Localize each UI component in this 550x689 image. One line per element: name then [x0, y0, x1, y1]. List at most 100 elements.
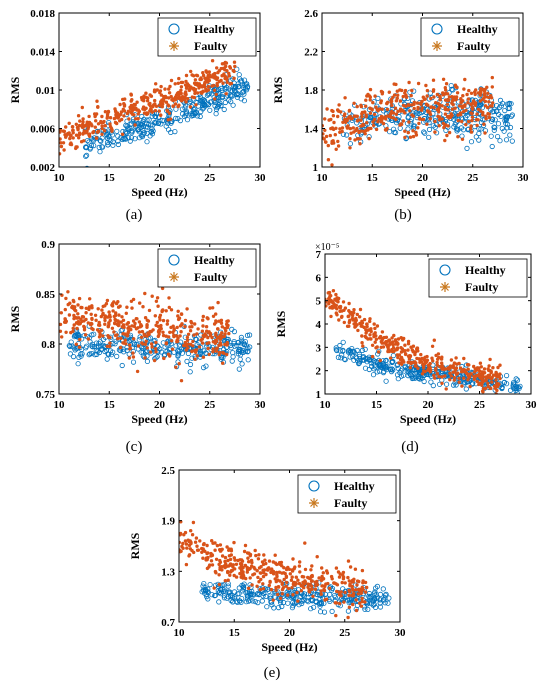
data-point-healthy	[488, 133, 494, 139]
data-point-faulty	[76, 114, 81, 118]
data-point-faulty	[325, 107, 329, 111]
data-point-faulty	[355, 312, 359, 317]
data-point-healthy	[383, 591, 389, 598]
data-point-healthy	[152, 120, 158, 126]
data-point-faulty	[431, 89, 436, 93]
data-point-faulty	[220, 62, 225, 66]
data-point-faulty	[61, 129, 65, 133]
data-point-faulty	[156, 304, 160, 308]
data-point-healthy	[255, 590, 261, 597]
data-point-faulty	[403, 343, 407, 347]
data-point-faulty	[199, 77, 203, 82]
data-point-faulty	[140, 329, 145, 334]
data-point-faulty	[298, 570, 302, 574]
data-point-faulty	[225, 564, 229, 568]
data-point-faulty	[245, 570, 249, 574]
data-point-faulty	[222, 351, 226, 355]
data-point-healthy	[222, 99, 228, 106]
data-point-faulty	[103, 315, 108, 319]
data-point-faulty	[269, 570, 273, 575]
data-point-faulty	[189, 319, 193, 324]
data-point-faulty	[134, 327, 139, 331]
data-point-faulty	[328, 133, 332, 138]
data-point-faulty	[356, 137, 360, 141]
data-point-faulty	[117, 313, 121, 317]
data-point-faulty	[337, 318, 341, 322]
data-point-faulty	[178, 334, 182, 338]
y-tick-label: 2.5	[161, 465, 175, 477]
data-point-faulty	[379, 339, 383, 344]
data-point-faulty	[411, 350, 415, 354]
data-point-faulty	[486, 95, 491, 100]
data-point-faulty	[433, 376, 437, 380]
data-point-faulty	[360, 599, 364, 604]
data-point-faulty	[74, 133, 79, 137]
data-point-faulty	[336, 108, 340, 113]
data-point-healthy	[377, 597, 383, 603]
data-point-healthy	[238, 334, 244, 340]
data-point-healthy	[149, 113, 155, 119]
data-point-faulty	[126, 109, 131, 114]
data-point-healthy	[291, 600, 298, 607]
data-point-faulty	[201, 71, 205, 75]
x-axis-label: Speed (Hz)	[394, 185, 450, 199]
data-point-faulty	[365, 324, 369, 329]
data-point-faulty	[136, 117, 140, 121]
data-point-faulty	[231, 563, 235, 567]
data-point-faulty	[176, 317, 181, 322]
data-point-faulty	[451, 366, 456, 370]
data-point-faulty	[59, 322, 63, 327]
data-point-faulty	[374, 337, 379, 341]
data-point-faulty	[255, 569, 259, 573]
legend-faulty-label: Faulty	[194, 39, 227, 53]
data-point-faulty	[416, 107, 420, 111]
data-point-faulty	[373, 326, 377, 331]
data-point-healthy	[368, 360, 374, 366]
data-point-faulty	[201, 324, 205, 328]
data-point-faulty	[329, 314, 333, 319]
data-point-faulty	[128, 343, 132, 347]
data-point-faulty	[164, 309, 168, 313]
data-point-faulty	[59, 128, 62, 132]
y-tick-label: 2.2	[304, 47, 318, 59]
data-point-faulty	[214, 319, 218, 323]
data-point-faulty	[171, 98, 175, 103]
data-point-faulty	[360, 110, 365, 115]
data-point-faulty	[478, 93, 482, 97]
data-point-faulty	[368, 98, 372, 102]
data-point-faulty	[169, 94, 173, 99]
data-point-faulty	[226, 319, 230, 323]
data-point-faulty	[108, 341, 112, 345]
x-tick-label: 15	[371, 399, 383, 411]
legend-faulty-label: Faulty	[194, 270, 227, 284]
legend-faulty-marker	[169, 272, 179, 282]
data-point-healthy	[184, 117, 191, 123]
data-point-faulty	[401, 103, 406, 108]
data-point-faulty	[334, 126, 338, 130]
data-point-faulty	[113, 107, 117, 111]
data-point-faulty	[329, 126, 333, 131]
data-point-faulty	[453, 370, 457, 374]
data-point-healthy	[463, 386, 469, 392]
data-point-faulty	[81, 125, 85, 129]
data-point-faulty	[217, 582, 222, 587]
data-point-healthy	[308, 597, 314, 603]
scatter-points	[325, 289, 523, 394]
data-point-healthy	[137, 135, 143, 141]
data-point-faulty	[334, 566, 339, 570]
data-point-faulty	[184, 73, 189, 78]
data-point-healthy	[172, 129, 178, 135]
data-point-healthy	[506, 100, 513, 106]
data-point-faulty	[297, 581, 302, 586]
data-point-faulty	[80, 319, 84, 323]
data-point-faulty	[396, 337, 401, 341]
data-point-faulty	[469, 127, 473, 131]
data-point-faulty	[332, 581, 336, 585]
data-point-faulty	[135, 369, 140, 374]
data-point-healthy	[209, 592, 215, 598]
panel-label: (b)	[394, 207, 412, 223]
data-point-faulty	[406, 103, 410, 107]
data-point-faulty	[403, 88, 408, 93]
data-point-faulty	[411, 129, 415, 133]
data-point-healthy	[241, 91, 247, 97]
